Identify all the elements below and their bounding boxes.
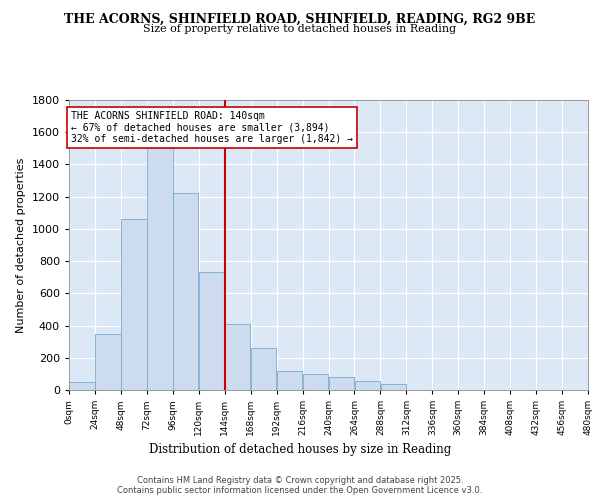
Text: Contains HM Land Registry data © Crown copyright and database right 2025.: Contains HM Land Registry data © Crown c… [137,476,463,485]
Bar [251,348,277,390]
Bar [355,381,380,390]
Bar [199,272,224,390]
Bar [173,194,199,390]
Bar [329,377,354,390]
Bar [95,334,121,390]
Bar [147,148,173,390]
Text: Distribution of detached houses by size in Reading: Distribution of detached houses by size … [149,442,451,456]
Text: Size of property relative to detached houses in Reading: Size of property relative to detached ho… [143,24,457,34]
Text: THE ACORNS, SHINFIELD ROAD, SHINFIELD, READING, RG2 9BE: THE ACORNS, SHINFIELD ROAD, SHINFIELD, R… [64,12,536,26]
Bar [121,219,146,390]
Bar [380,384,406,390]
Bar [277,370,302,390]
Bar [225,324,250,390]
Text: THE ACORNS SHINFIELD ROAD: 140sqm
← 67% of detached houses are smaller (3,894)
3: THE ACORNS SHINFIELD ROAD: 140sqm ← 67% … [71,112,353,144]
Bar [69,382,95,390]
Bar [303,374,328,390]
Text: Contains public sector information licensed under the Open Government Licence v3: Contains public sector information licen… [118,486,482,495]
Y-axis label: Number of detached properties: Number of detached properties [16,158,26,332]
